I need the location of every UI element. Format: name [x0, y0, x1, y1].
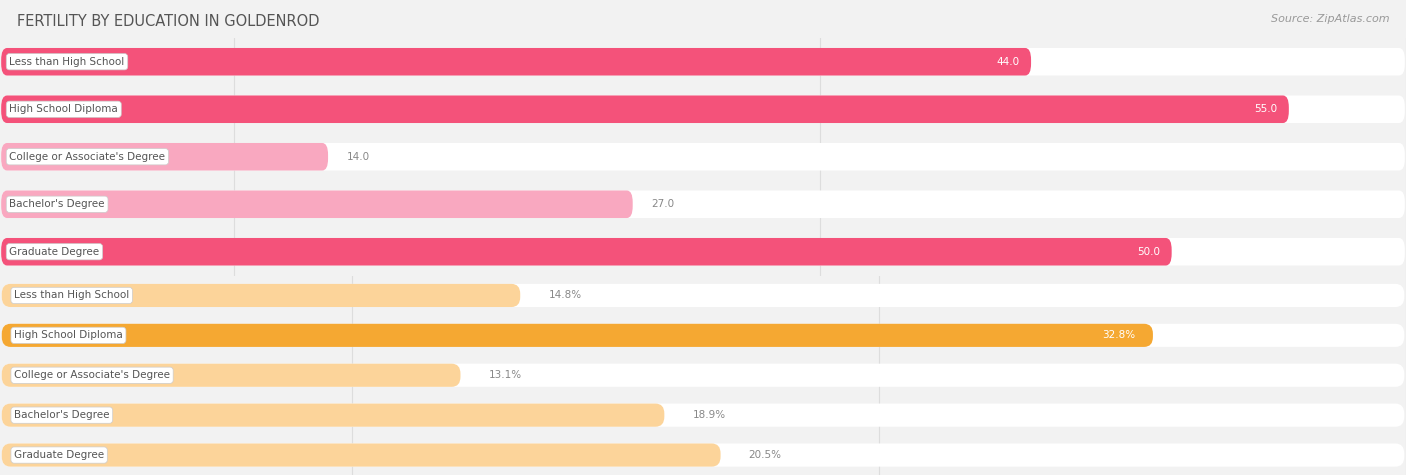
FancyBboxPatch shape — [1, 238, 1405, 266]
FancyBboxPatch shape — [1, 444, 1405, 466]
Text: Less than High School: Less than High School — [10, 57, 125, 67]
Text: Bachelor's Degree: Bachelor's Degree — [14, 410, 110, 420]
FancyBboxPatch shape — [1, 143, 1405, 171]
FancyBboxPatch shape — [1, 284, 520, 307]
FancyBboxPatch shape — [1, 95, 1289, 123]
FancyBboxPatch shape — [1, 324, 1153, 347]
FancyBboxPatch shape — [1, 364, 461, 387]
Text: College or Associate's Degree: College or Associate's Degree — [14, 370, 170, 380]
Text: 27.0: 27.0 — [651, 199, 675, 209]
FancyBboxPatch shape — [1, 48, 1031, 76]
Text: 18.9%: 18.9% — [692, 410, 725, 420]
Text: Source: ZipAtlas.com: Source: ZipAtlas.com — [1271, 14, 1389, 24]
Text: Graduate Degree: Graduate Degree — [10, 247, 100, 257]
Text: 55.0: 55.0 — [1254, 104, 1277, 114]
FancyBboxPatch shape — [1, 238, 1171, 266]
Text: Bachelor's Degree: Bachelor's Degree — [10, 199, 105, 209]
Text: FERTILITY BY EDUCATION IN GOLDENROD: FERTILITY BY EDUCATION IN GOLDENROD — [17, 14, 319, 29]
Text: High School Diploma: High School Diploma — [14, 330, 122, 341]
Text: 44.0: 44.0 — [997, 57, 1019, 67]
FancyBboxPatch shape — [1, 48, 1405, 76]
Text: 14.8%: 14.8% — [548, 290, 582, 301]
Text: Graduate Degree: Graduate Degree — [14, 450, 104, 460]
FancyBboxPatch shape — [1, 404, 664, 427]
Text: 32.8%: 32.8% — [1102, 330, 1135, 341]
Text: Less than High School: Less than High School — [14, 290, 129, 301]
FancyBboxPatch shape — [1, 190, 633, 218]
FancyBboxPatch shape — [1, 95, 1405, 123]
Text: College or Associate's Degree: College or Associate's Degree — [10, 152, 166, 162]
FancyBboxPatch shape — [1, 404, 1405, 427]
FancyBboxPatch shape — [1, 190, 1405, 218]
FancyBboxPatch shape — [1, 364, 1405, 387]
FancyBboxPatch shape — [1, 444, 720, 466]
Text: 50.0: 50.0 — [1137, 247, 1160, 257]
Text: 14.0: 14.0 — [347, 152, 370, 162]
FancyBboxPatch shape — [1, 284, 1405, 307]
Text: High School Diploma: High School Diploma — [10, 104, 118, 114]
FancyBboxPatch shape — [1, 324, 1405, 347]
Text: 20.5%: 20.5% — [749, 450, 782, 460]
Text: 13.1%: 13.1% — [489, 370, 522, 380]
FancyBboxPatch shape — [1, 143, 328, 171]
